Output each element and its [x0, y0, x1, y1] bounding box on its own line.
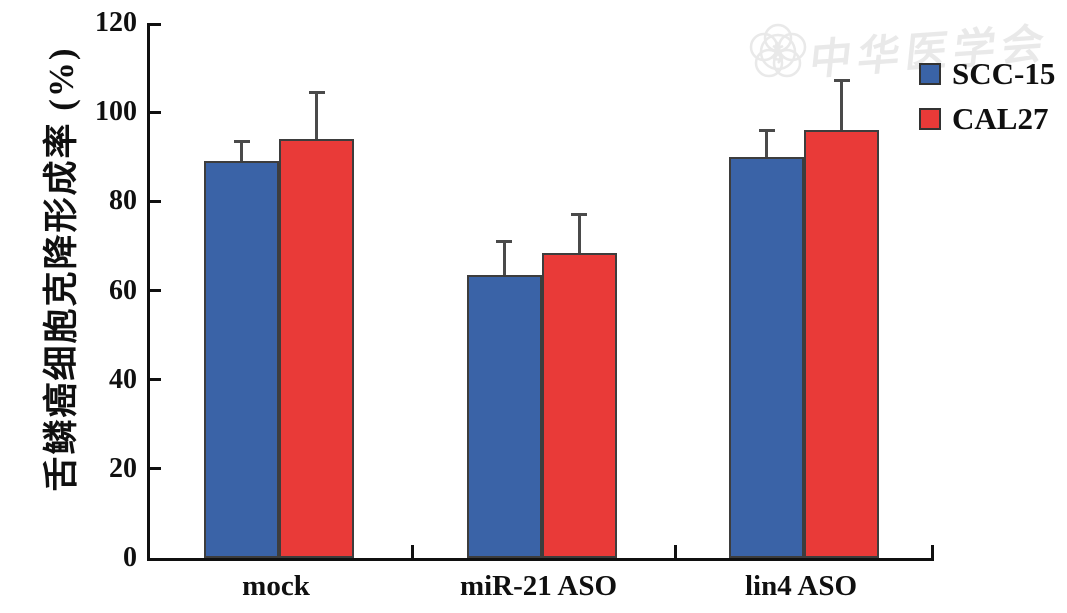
- bar-scc-15-lin4-aso: [729, 156, 804, 558]
- x-axis-tick: [411, 545, 414, 558]
- error-bar-cap: [833, 79, 850, 83]
- y-axis-tick: [150, 289, 161, 292]
- x-category-label: lin4 ASO: [744, 570, 858, 602]
- legend-item-scc15: SCC-15: [919, 56, 1056, 91]
- bar-scc-15-mir-21-aso: [466, 274, 542, 558]
- y-axis-tick-label: 80: [109, 185, 137, 217]
- y-axis-tick-label: 0: [123, 542, 137, 573]
- y-axis-tick: [150, 23, 161, 26]
- error-bar-line: [502, 241, 506, 275]
- legend-swatch-scc15: [919, 62, 941, 85]
- y-axis-tick-label: 100: [95, 96, 137, 128]
- error-bar-cap: [233, 139, 250, 143]
- x-axis-tick: [673, 545, 677, 558]
- bar-cal27-mir-21-aso: [541, 252, 617, 558]
- y-axis-tick-label: 60: [109, 274, 137, 306]
- y-axis-tick-label: 120: [95, 7, 137, 38]
- error-bar-line: [577, 214, 581, 253]
- error-bar-line: [315, 92, 318, 139]
- legend-item-cal27: CAL27: [919, 101, 1055, 136]
- legend-label-cal27: CAL27: [952, 101, 1049, 136]
- legend: SCC-15 CAL27: [919, 56, 1056, 150]
- error-bar-cap: [758, 128, 775, 132]
- x-category-label: miR-21 ASO: [459, 570, 618, 602]
- error-bar-line: [840, 80, 843, 130]
- y-axis-tick-label: 40: [109, 363, 137, 395]
- error-bar-cap: [496, 239, 512, 243]
- y-axis-tick-label: 20: [109, 452, 137, 484]
- legend-swatch-cal27: [919, 107, 941, 130]
- y-axis-tick: [150, 378, 161, 382]
- error-bar-cap: [571, 213, 587, 217]
- plot-area: [147, 23, 934, 561]
- x-category-label: mock: [242, 570, 310, 602]
- y-axis-title: 舌鳞癌细胞克降形成率 (%): [42, 46, 81, 492]
- y-axis-tick: [150, 467, 161, 471]
- error-bar-cap: [308, 90, 325, 94]
- legend-label-scc15: SCC-15: [952, 56, 1056, 91]
- error-bar-line: [240, 141, 243, 162]
- y-axis-tick: [150, 199, 161, 203]
- bar-cal27-mock: [279, 138, 354, 558]
- bar-scc-15-mock: [204, 161, 279, 558]
- y-axis-tick: [150, 110, 161, 114]
- x-axis-end-tick: [931, 545, 934, 558]
- error-bar-line: [765, 130, 768, 157]
- bar-cal27-lin4-aso: [804, 130, 879, 558]
